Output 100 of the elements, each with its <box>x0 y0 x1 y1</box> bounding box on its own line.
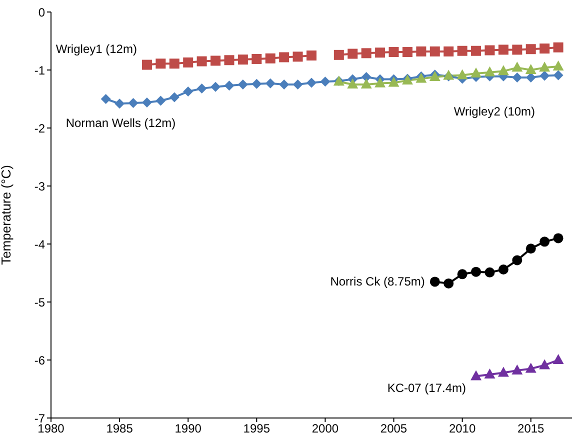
point <box>471 46 482 56</box>
point <box>347 78 358 88</box>
point <box>552 60 564 71</box>
point <box>456 69 468 80</box>
point <box>388 47 399 58</box>
point <box>210 82 221 92</box>
point <box>238 54 248 65</box>
x-tick-label: 2000 <box>312 422 339 436</box>
point <box>498 44 508 55</box>
point <box>196 84 207 94</box>
point <box>540 44 550 54</box>
point <box>470 370 482 380</box>
point <box>196 56 207 66</box>
point <box>156 58 166 69</box>
point <box>498 264 508 275</box>
point <box>471 266 482 277</box>
point <box>224 80 234 91</box>
point <box>540 236 550 247</box>
x-tick-label: 1985 <box>106 422 134 436</box>
point <box>402 47 412 58</box>
point <box>252 54 262 64</box>
y-tick-label: -3 <box>34 179 46 194</box>
x-tick-label: 2005 <box>380 422 408 436</box>
series-label: Wrigley1 (12m) <box>56 42 137 56</box>
point <box>210 56 221 66</box>
point <box>484 368 496 378</box>
point <box>100 94 111 104</box>
point <box>498 65 509 76</box>
point <box>512 72 522 83</box>
point <box>279 52 290 62</box>
point <box>306 50 316 60</box>
point <box>525 64 536 74</box>
point <box>169 58 180 69</box>
y-axis-title: Temperature (°C) <box>0 165 14 265</box>
point <box>169 92 180 102</box>
point <box>114 98 125 109</box>
point <box>128 98 138 108</box>
x-tick-label: 2015 <box>518 422 545 436</box>
point <box>156 96 166 106</box>
point <box>374 77 386 88</box>
point <box>320 76 330 87</box>
point <box>457 46 468 56</box>
point <box>361 72 372 82</box>
point <box>430 276 440 287</box>
point <box>334 50 344 60</box>
point <box>348 48 358 59</box>
point <box>142 60 152 70</box>
point <box>552 354 564 364</box>
point <box>306 78 316 88</box>
point <box>512 62 523 72</box>
y-tick-label: -1 <box>34 63 46 78</box>
point <box>540 70 550 81</box>
point <box>553 233 564 244</box>
y-tick-label: -6 <box>34 353 46 368</box>
point <box>539 62 550 72</box>
point <box>457 269 468 280</box>
point <box>484 267 495 278</box>
point <box>360 78 372 88</box>
point <box>444 278 454 288</box>
point <box>526 244 536 254</box>
text: Wrigley2 (10m) <box>454 104 536 119</box>
point <box>512 364 523 374</box>
point <box>553 42 564 52</box>
point <box>375 48 386 58</box>
point <box>553 70 564 80</box>
point <box>183 86 194 96</box>
point <box>265 53 276 64</box>
point <box>498 366 509 377</box>
point <box>388 76 400 87</box>
series-label: Norris Ck (8.75m) <box>330 274 425 289</box>
y-tick-label: 0 <box>38 5 46 20</box>
point <box>526 44 536 54</box>
y-tick-label: -4 <box>34 237 46 252</box>
point <box>484 66 496 76</box>
point <box>430 46 440 56</box>
series-label: KC-07 (17.4m) <box>387 381 466 396</box>
point <box>292 80 303 90</box>
point <box>224 55 234 66</box>
point <box>539 359 550 370</box>
point <box>361 48 372 58</box>
point <box>484 45 495 56</box>
x-tick-label: 2010 <box>448 422 476 436</box>
point <box>252 78 262 89</box>
point <box>512 255 522 266</box>
point <box>238 80 248 90</box>
y-tick-label: -2 <box>34 121 46 136</box>
point <box>265 78 276 88</box>
y-tick-label: -5 <box>34 295 46 310</box>
point <box>279 80 290 90</box>
x-tick-label: 1990 <box>174 422 202 436</box>
point <box>142 97 152 108</box>
point <box>525 362 536 373</box>
point <box>416 46 426 56</box>
point <box>183 57 194 68</box>
series-label: Norman Wells (12m) <box>66 116 176 130</box>
point <box>526 72 536 83</box>
point <box>292 52 303 62</box>
point <box>512 44 522 55</box>
x-tick-label: 1995 <box>243 422 270 436</box>
point <box>470 67 482 78</box>
